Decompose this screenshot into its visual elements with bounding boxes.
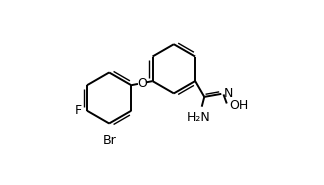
Text: F: F — [75, 104, 82, 117]
Text: N: N — [224, 87, 233, 100]
Text: O: O — [137, 77, 147, 90]
Text: H₂N: H₂N — [187, 111, 211, 124]
Text: OH: OH — [229, 99, 248, 112]
Text: Br: Br — [102, 134, 116, 147]
